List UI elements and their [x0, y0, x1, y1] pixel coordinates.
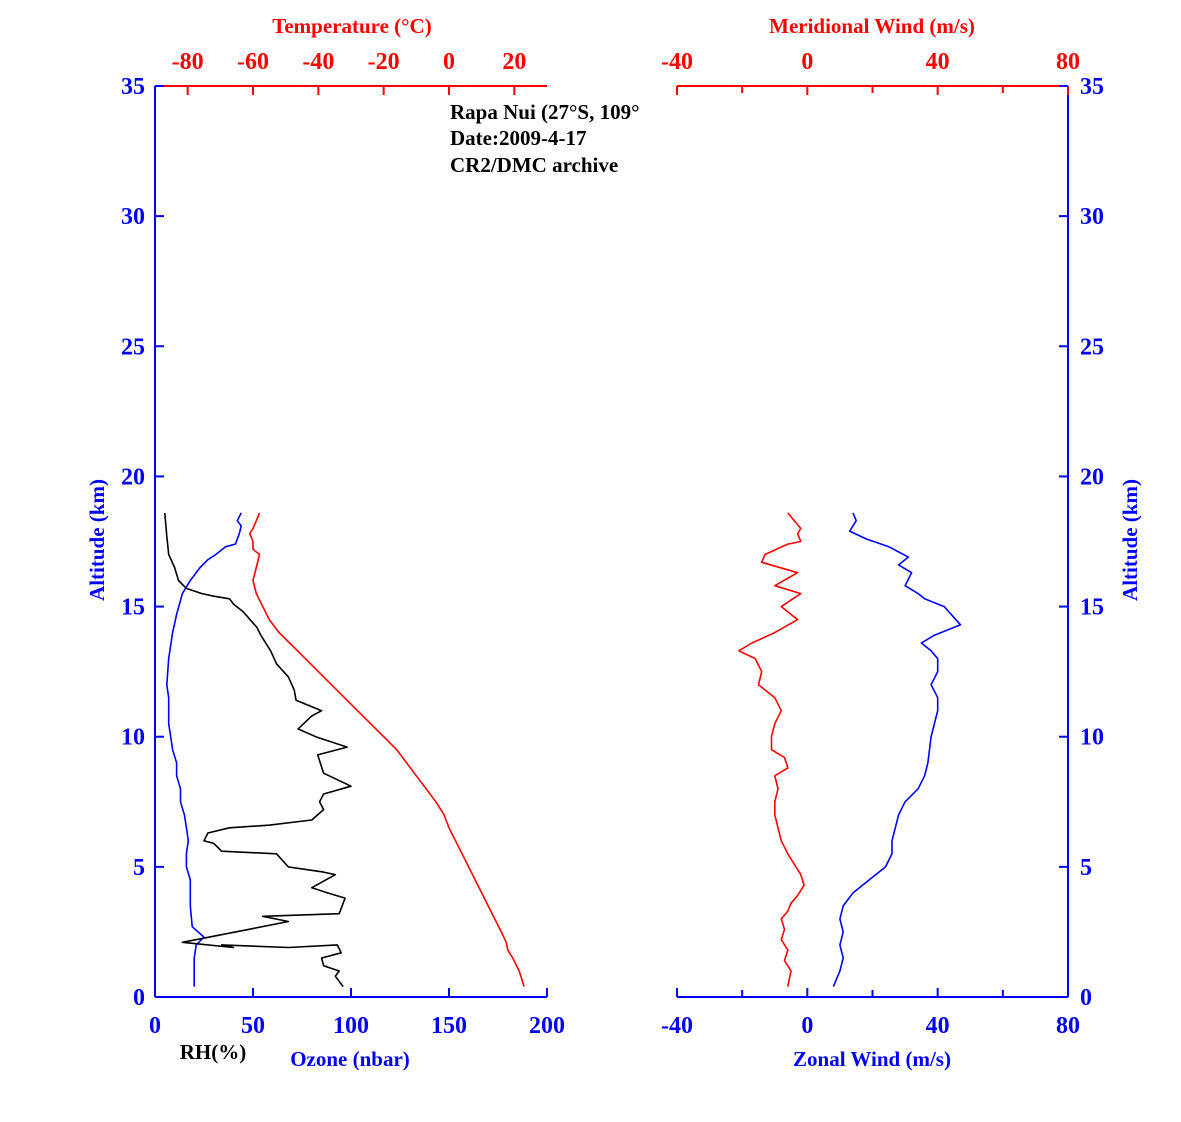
- y-tick-label: 5: [133, 855, 145, 881]
- y-tick-label: 35: [1080, 74, 1104, 100]
- x-top-tick-label: 20: [502, 49, 526, 75]
- rh-axis-title: RH(%): [180, 1040, 247, 1064]
- x-bottom-tick-label: 100: [333, 1013, 369, 1039]
- y-tick-label: 20: [121, 464, 145, 490]
- annotation-archive: CR2/DMC archive: [450, 153, 618, 177]
- y-tick-label: 20: [1080, 464, 1104, 490]
- x-bottom-tick-label: -40: [661, 1013, 693, 1039]
- y-tick-label: 10: [121, 725, 145, 751]
- x-bottom-tick-label: 0: [801, 1013, 813, 1039]
- x-top-tick-label: -40: [661, 49, 693, 75]
- x-top-tick-label: -80: [172, 49, 204, 75]
- right-panel: 0 5 10 15 20 25 30 35 -40 0 40 80 -40 0 40 80: [661, 49, 1104, 1039]
- meridional-wind-line: [738, 512, 805, 987]
- y-tick-label: 15: [121, 595, 145, 621]
- x-bottom-tick-label: 80: [1056, 1013, 1080, 1039]
- y-tick-label: 0: [133, 985, 145, 1011]
- left-panel: 0 5 10 15 20 25 30 35 0 50 100 150 200 -80 -60 -40 -20 0 2…: [121, 49, 565, 1039]
- x-top-tick-label: 0: [443, 49, 455, 75]
- y-tick-label: 30: [121, 204, 145, 230]
- x-top-tick-label: 80: [1056, 49, 1080, 75]
- x-top-tick-label: 40: [926, 49, 950, 75]
- rh-line: [164, 512, 352, 988]
- y-tick-label: 15: [1080, 595, 1104, 621]
- left-top-axis-title: Temperature (°C): [272, 14, 431, 38]
- x-top-tick-label: -60: [237, 49, 269, 75]
- x-bottom-tick-label: 150: [431, 1013, 467, 1039]
- ozone-line: [166, 512, 242, 987]
- y-tick-label: 25: [121, 334, 145, 360]
- x-bottom-tick-label: 50: [241, 1013, 265, 1039]
- ozone-axis-title: Ozone (nbar): [290, 1047, 410, 1071]
- y-tick-label: 5: [1080, 855, 1092, 881]
- y-tick-label: 35: [121, 74, 145, 100]
- temperature-line: [248, 512, 525, 987]
- x-bottom-tick-label: 0: [149, 1013, 161, 1039]
- x-top-tick-label: 0: [801, 49, 813, 75]
- y-tick-label: 10: [1080, 725, 1104, 751]
- annotation-date: Date:2009-4-17: [450, 126, 586, 150]
- x-top-tick-label: -40: [302, 49, 334, 75]
- x-bottom-tick-label: 200: [529, 1013, 565, 1039]
- right-y-axis-title: Altitude (km): [1118, 479, 1142, 601]
- x-bottom-tick-label: 40: [926, 1013, 950, 1039]
- zonal-wind-line: [832, 512, 962, 987]
- annotation-station: Rapa Nui (27°S, 109°: [450, 100, 640, 124]
- left-y-axis-title: Altitude (km): [85, 479, 109, 601]
- right-top-axis-title: Meridional Wind (m/s): [769, 14, 975, 38]
- y-tick-label: 30: [1080, 204, 1104, 230]
- x-top-tick-label: -20: [368, 49, 400, 75]
- zonal-wind-axis-title: Zonal Wind (m/s): [793, 1047, 951, 1071]
- y-tick-label: 0: [1080, 985, 1092, 1011]
- y-tick-label: 25: [1080, 334, 1104, 360]
